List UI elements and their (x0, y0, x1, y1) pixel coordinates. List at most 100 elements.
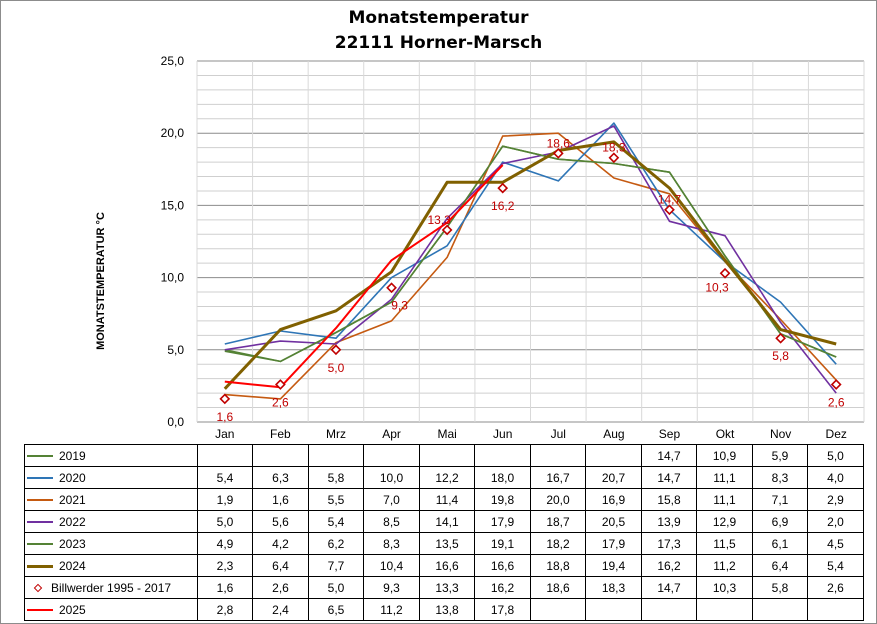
table-cell: 4,5 (807, 532, 864, 555)
legend-key (33, 584, 43, 593)
table-cell (530, 598, 586, 621)
table-cell: 11,5 (696, 532, 753, 555)
title-line-2: 22111 Horner-Marsch (334, 33, 543, 53)
table-cell: 1,6 (197, 576, 253, 599)
table-cell: 20,5 (585, 510, 642, 533)
data-label: 9,3 (391, 299, 408, 313)
table-cell: 8,3 (363, 532, 420, 555)
table-cell: 19,4 (585, 554, 642, 577)
table-cell: 19,8 (474, 488, 531, 511)
billwerder-marker (330, 344, 342, 356)
legend-cell: Billwerder 1995 - 2017 (24, 576, 198, 599)
table-cell (641, 598, 697, 621)
table-cell: 5,4 (807, 554, 864, 577)
table-cell: 5,5 (308, 488, 364, 511)
table-cell: 2,0 (807, 510, 864, 533)
data-label: 2,6 (828, 395, 845, 409)
table-row: 2022 5,0 5,6 5,4 8,5 14,1 17,9 18,7 20,5 13,9 12,9… (24, 510, 864, 533)
table-cell: 2,8 (197, 598, 253, 621)
table-cell (363, 444, 420, 467)
legend-label: 2023 (59, 536, 86, 551)
table-cell: 16,2 (641, 554, 697, 577)
table-cell: 11,4 (419, 488, 475, 511)
table-cell: 13,5 (419, 532, 475, 555)
table-cell: 17,9 (474, 510, 531, 533)
table-cell: 18,8 (530, 554, 586, 577)
legend-key (27, 609, 53, 612)
data-label: 13,3 (427, 213, 451, 227)
billwerder-marker (386, 282, 397, 294)
table-cell: 18,6 (530, 576, 586, 599)
x-tick-label: Okt (716, 427, 735, 441)
table-cell: 14,7 (641, 444, 697, 467)
table-cell: 10,9 (696, 444, 753, 467)
legend-label: 2021 (59, 492, 86, 507)
table-cell: 6,1 (752, 532, 808, 555)
table-cell: 13,3 (419, 576, 475, 599)
legend-cell: 2020 (24, 466, 198, 489)
table-cell: 2,4 (252, 598, 309, 621)
x-tick-label: Mai (437, 427, 456, 441)
table-cell: 17,9 (585, 532, 642, 555)
table-cell: 13,8 (419, 598, 475, 621)
table-cell: 4,9 (197, 532, 253, 555)
table-cell (252, 444, 309, 467)
table-cell: 15,8 (641, 488, 697, 511)
table-cell: 10,0 (363, 466, 420, 489)
legend-cell: 2025 (24, 598, 198, 621)
table-cell: 14,7 (641, 576, 697, 599)
billwerder-marker (608, 152, 620, 164)
table-cell: 4,2 (252, 532, 309, 555)
title-line-1: Monatstemperatur (348, 8, 529, 28)
y-tick-label: 25,0 (161, 54, 185, 68)
table-cell: 5,6 (252, 510, 309, 533)
legend-label: 2022 (59, 514, 86, 529)
data-label: 5,8 (772, 349, 789, 363)
table-cell: 10,4 (363, 554, 420, 577)
table-cell: 2,3 (197, 554, 253, 577)
table-cell: 16,9 (585, 488, 642, 511)
x-tick-label: Jun (493, 427, 512, 441)
table-cell: 5,8 (752, 576, 808, 599)
table-cell (585, 598, 642, 621)
x-tick-label: Sep (659, 427, 681, 441)
table-cell (308, 444, 364, 467)
legend-label: 2025 (59, 602, 86, 617)
x-tick-label: Aug (603, 427, 624, 441)
data-label: 14,7 (658, 193, 682, 207)
billwerder-marker (219, 393, 231, 405)
x-tick-label: Mrz (326, 427, 346, 441)
table-cell: 16,7 (530, 466, 586, 489)
table-cell: 7,0 (363, 488, 420, 511)
legend-key (27, 477, 53, 480)
table-cell: 5,4 (197, 466, 253, 489)
x-tick-label: Feb (270, 427, 291, 441)
table-row: 2025 2,8 2,4 6,5 11,2 13,8 17,8 (24, 598, 864, 621)
billwerder-marker (275, 379, 286, 390)
billwerder-marker (441, 224, 453, 236)
table-cell: 8,3 (752, 466, 808, 489)
legend-label: 2020 (59, 470, 86, 485)
legend-cell: 2023 (24, 532, 198, 555)
table-cell: 14,7 (641, 466, 697, 489)
table-cell: 12,2 (419, 466, 475, 489)
table-cell: 11,1 (696, 466, 753, 489)
table-cell: 1,9 (197, 488, 253, 511)
table-cell: 6,4 (752, 554, 808, 577)
table-cell: 11,1 (696, 488, 753, 511)
table-cell: 17,8 (474, 598, 531, 621)
table-row: 2021 1,9 1,6 5,5 7,0 11,4 19,8 20,0 16,9 15,8 11,1… (24, 488, 864, 511)
x-tick-label: Jul (551, 427, 566, 441)
legend-label: 2019 (59, 448, 86, 463)
table-cell: 5,0 (807, 444, 864, 467)
billwerder-marker (775, 332, 786, 344)
table-row: Billwerder 1995 - 2017 1,6 2,6 5,0 9,3 13,3 16… (24, 576, 864, 599)
table-cell: 14,1 (419, 510, 475, 533)
data-label: 10,3 (705, 280, 729, 294)
x-tick-label: Nov (770, 427, 791, 441)
x-tick-label: Dez (826, 427, 847, 441)
table-cell (197, 444, 253, 467)
table-cell: 8,5 (363, 510, 420, 533)
table-cell: 9,3 (363, 576, 420, 599)
